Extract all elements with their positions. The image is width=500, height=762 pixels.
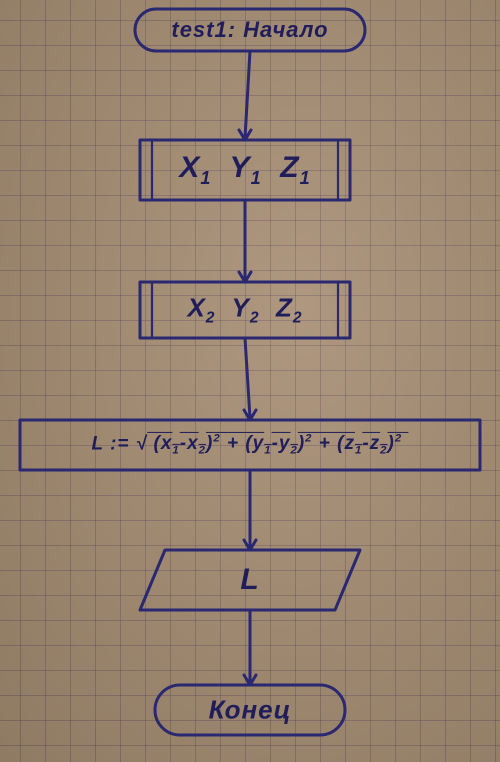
node-in1-label: X1 Y1 Z1 (145, 151, 345, 189)
node-in2-label: X2 Y2 Z2 (145, 292, 345, 327)
node-end-label: Конец (160, 695, 340, 726)
node-start-label: test1: Начало (140, 17, 360, 43)
node-proc-label: L := √ (x1-x2)2 + (y1-y2)2 + (z1-z2)2 (25, 433, 475, 457)
node-out-label: L (145, 563, 355, 597)
flowchart-svg (0, 0, 500, 762)
